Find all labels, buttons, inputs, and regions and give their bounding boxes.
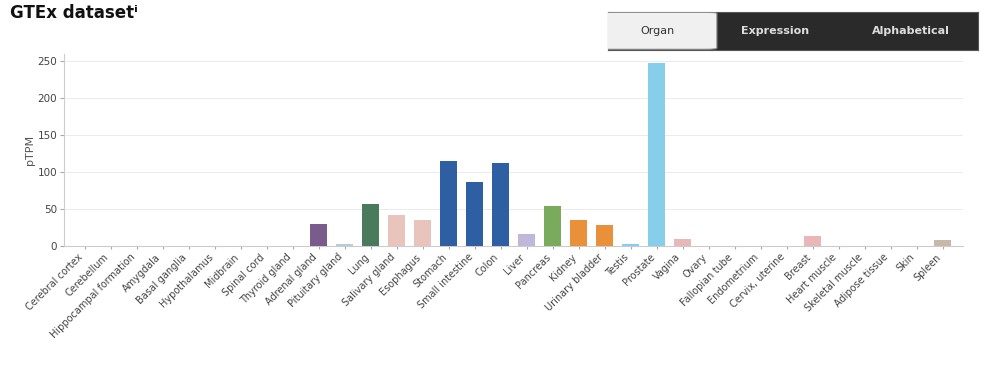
Bar [388, 214, 405, 246]
Text: Organ: Organ [640, 26, 675, 36]
Bar [519, 234, 535, 246]
Bar [414, 220, 431, 246]
FancyBboxPatch shape [599, 12, 717, 49]
Bar [336, 244, 354, 246]
Bar [492, 164, 509, 246]
Bar [804, 236, 821, 246]
Text: Alphabetical: Alphabetical [871, 26, 949, 36]
Text: Expression: Expression [741, 26, 809, 36]
Bar [597, 225, 614, 246]
Bar [570, 221, 587, 246]
Bar [674, 239, 692, 246]
Bar [441, 161, 457, 246]
Bar [934, 240, 951, 246]
Bar [466, 182, 483, 246]
Bar [648, 63, 665, 246]
Y-axis label: pTPM: pTPM [25, 135, 35, 165]
Text: GTEx datasetⁱ: GTEx datasetⁱ [10, 4, 137, 22]
Bar [310, 224, 327, 246]
Bar [544, 206, 561, 246]
Bar [363, 204, 379, 246]
Bar [622, 244, 639, 246]
